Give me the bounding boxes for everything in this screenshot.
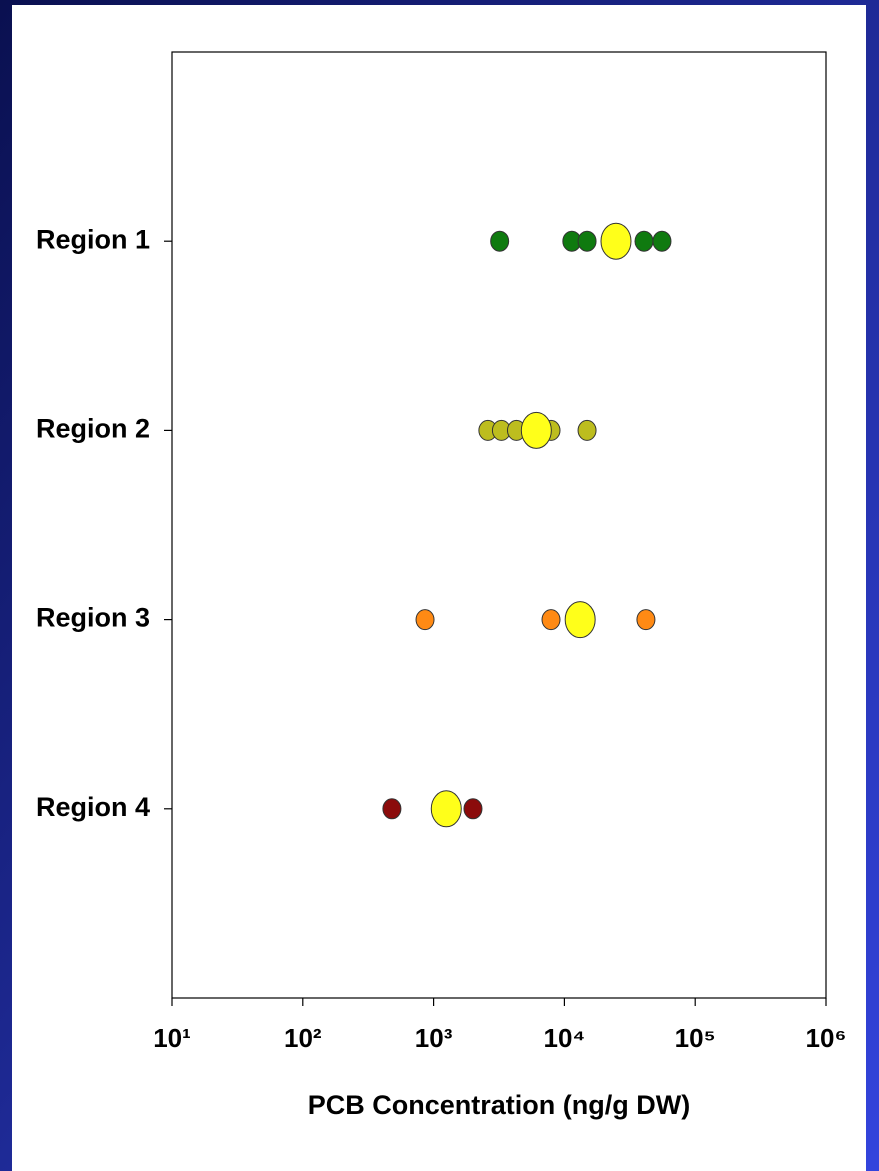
point xyxy=(463,798,483,820)
x-tick-label: 10⁴ xyxy=(544,1023,586,1053)
mean-point xyxy=(564,601,596,639)
y-tick-label: Region 2 xyxy=(36,414,150,444)
mean-point xyxy=(430,790,462,828)
x-tick-label: 10³ xyxy=(415,1023,453,1053)
y-tick-label: Region 3 xyxy=(36,603,150,633)
point xyxy=(636,609,656,631)
y-tick-label: Region 4 xyxy=(36,792,150,822)
plot-frame xyxy=(171,51,827,999)
x-axis-label: PCB Concentration (ng/g DW) xyxy=(308,1090,690,1120)
point xyxy=(541,609,561,631)
point xyxy=(415,609,435,631)
point xyxy=(577,419,597,441)
mean-point xyxy=(520,411,552,449)
x-tick-label: 10¹ xyxy=(153,1023,191,1053)
x-tick-label: 10⁶ xyxy=(806,1023,847,1053)
x-tick-label: 10⁵ xyxy=(675,1023,716,1053)
y-tick-label: Region 1 xyxy=(36,224,150,254)
mean-point xyxy=(600,222,632,260)
point xyxy=(382,798,402,820)
point xyxy=(490,230,510,252)
x-tick-label: 10² xyxy=(284,1023,322,1053)
point xyxy=(652,230,672,252)
panel xyxy=(12,5,866,1171)
point xyxy=(634,230,654,252)
point xyxy=(577,230,597,252)
